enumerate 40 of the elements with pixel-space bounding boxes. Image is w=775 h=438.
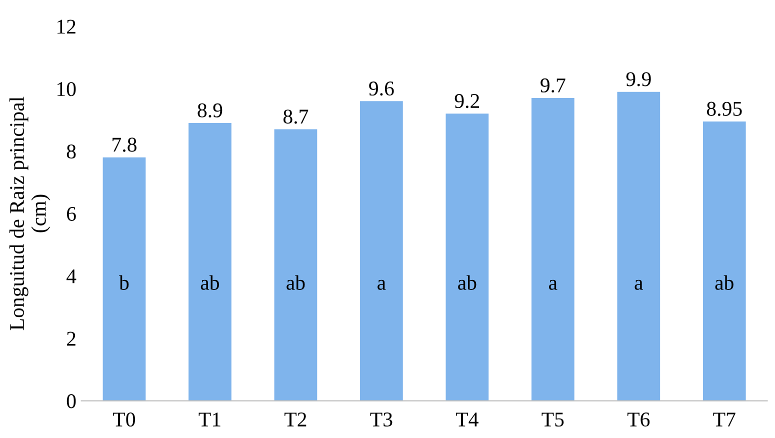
- bar: [531, 98, 574, 401]
- y-tick-label: 10: [58, 82, 76, 96]
- y-tick-label: 8: [66, 144, 76, 159]
- y-tick-label: 4: [66, 269, 76, 284]
- y-axis-title: Longuitud de Raiz principal (cm): [9, 96, 50, 330]
- data-label: 9.2: [454, 94, 480, 108]
- annotation: b: [119, 275, 129, 290]
- y-tick-label: 0: [66, 394, 76, 408]
- data-label: 9.9: [626, 72, 651, 86]
- bar: [446, 114, 489, 401]
- y-tick-label: 12: [58, 20, 76, 34]
- y-tick-label: 2: [67, 332, 76, 346]
- data-label: 9.7: [540, 78, 566, 93]
- bar: [188, 123, 232, 401]
- data-label: 8.95: [706, 102, 742, 116]
- bar: [274, 129, 318, 401]
- x-tick-label: T4: [456, 412, 478, 426]
- annotation: a: [378, 280, 386, 290]
- y-tick-label: 6: [66, 206, 76, 221]
- annotation: ab: [458, 275, 476, 290]
- annotation: ab: [286, 275, 305, 290]
- annotation: a: [549, 280, 558, 290]
- bar: [102, 157, 146, 401]
- x-tick-label: T6: [627, 412, 650, 427]
- data-label: 8.7: [283, 110, 308, 124]
- x-tick-label: T7: [713, 412, 736, 426]
- data-label: 9.6: [369, 82, 394, 96]
- annotation: ab: [200, 275, 220, 290]
- data-label: 8.9: [198, 103, 222, 118]
- bar: [360, 101, 403, 401]
- annotation: a: [634, 280, 643, 290]
- x-tick-label: T2: [284, 412, 306, 426]
- x-tick-label: T5: [542, 412, 564, 427]
- annotation: ab: [715, 275, 734, 290]
- data-label: 7.8: [112, 138, 136, 152]
- x-tick-label: T0: [113, 412, 136, 427]
- x-tick-label: T1: [198, 412, 220, 426]
- bar: [617, 92, 660, 401]
- bar: [702, 121, 746, 401]
- x-tick-label: T3: [370, 412, 392, 427]
